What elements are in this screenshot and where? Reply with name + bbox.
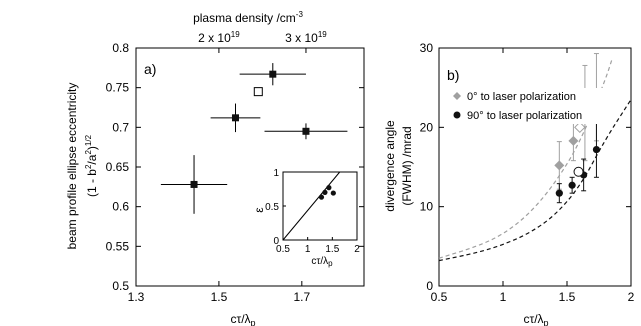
inset-frame [282,171,358,241]
inset-y-tick-label: 0 [273,236,279,247]
panel-a-y-label-2: (1 - b2/a2)1/2 [84,134,99,197]
panel-a-x-label-text: cτ/λ [230,312,250,326]
data-point-open-square [253,87,263,97]
inset: 0.5 1 1.5 200.51 cτ/λp ε [252,168,360,268]
x-tick-label: 1 [500,290,507,304]
panel-a: a) 1.3 1.5 1.7 0.5 0.55 0.6 0.65 0.7 0.75 0.8 2 … [65,10,365,326]
panel-b-points [554,53,602,204]
legend: 0° to laser polarization 90° to laser po… [450,88,614,124]
panel-b-y-label-line2: (FWHM) /mrad [400,126,414,205]
legend-diamond-marker [453,92,461,100]
y-tick-label: 0.7 [112,120,129,134]
y-tick-label: 20 [420,120,434,134]
inset-data-point [322,189,328,195]
panel-a-top-label-sup: -3 [296,10,304,19]
panel-b-frame [438,47,632,287]
data-point-circle [568,181,576,189]
fit-curve-series-1 [438,99,632,262]
panel-b-y-label-2: (FWHM) /mrad [400,126,414,205]
inset-points [282,171,341,241]
inset-x-tick-label: 1 [305,244,311,255]
y-tick-label: 0.5 [112,279,129,293]
legend-circle-marker [453,111,461,119]
panel-a-top-ticks: 2 x 1019 3 x 1019 [198,30,327,53]
panel-b-y-label-line1: divergence angle [383,120,397,212]
panel-b: b) 0.5 1 1.5 2 0 10 20 30 0° to laser polariza… [383,41,635,326]
y-tick-label: 0 [426,279,433,293]
panel-a-x-label: cτ/λp [230,312,255,326]
y-tick-label: 30 [420,41,434,55]
x-tick-label: 1.5 [211,290,228,304]
panel-a-y-label-line2: (1 - b2/a2)1/2 [84,134,99,197]
y-tick-label: 0.8 [112,41,129,55]
legend-box [450,88,614,124]
panel-a-x-ticks: 1.3 1.5 1.7 [128,281,310,304]
panel-a-top-axis-label: plasma density /cm-3 [193,10,303,25]
inset-fit-line [282,171,341,241]
y-tick-label: 0.65 [106,160,130,174]
data-point-square [269,70,277,78]
top-tick-label: 3 x 1019 [285,30,327,45]
x-tick-label: 1.3 [128,290,145,304]
panel-b-y-ticks: 0 10 20 30 [420,41,631,293]
panel-b-fit-curves [438,59,632,262]
top-tick-label: 2 x 1019 [198,30,240,45]
inset-ticks: 0.5 1 1.5 200.51 [265,168,360,255]
data-point-diamond [554,160,565,171]
panel-b-y-label: divergence angle [383,120,397,212]
data-point-open-circle [573,166,584,177]
data-point-square [190,180,198,188]
inset-x-label: cτ/λp [311,256,333,268]
y-tick-label: 0.75 [106,81,130,95]
panel-a-points [160,63,348,214]
legend-series-1: 90° to laser polarization [467,110,582,122]
panel-a-y-ticks: 0.5 0.55 0.6 0.65 0.7 0.75 0.8 [106,41,364,293]
x-tick-label: 1.7 [293,290,310,304]
y-tick-label: 0.55 [106,239,130,253]
panel-b-x-ticks: 0.5 1 1.5 2 [431,48,635,304]
data-point-circle [555,189,563,197]
inset-data-point [326,185,332,191]
y-tick-label: 10 [420,200,434,214]
data-point-square [231,114,239,122]
y-tick-label: 0.6 [112,200,129,214]
inset-data-point [318,194,325,200]
panel-a-top-label-text: plasma density /cm [193,11,296,25]
panel-b-x-label: cτ/λp [523,312,548,326]
inset-x-tick-label: 2 [354,244,360,255]
panel-a-y-label: beam profile ellipse eccentricity [65,83,79,250]
inset-y-tick-label: 1 [273,168,279,179]
panel-a-x-label-sub: p [251,318,256,326]
data-point-diamond [568,135,579,146]
legend-series-0: 0° to laser polarization [467,91,576,103]
x-tick-label: 0.5 [431,290,448,304]
x-tick-label: 2 [628,290,635,304]
inset-x-tick-label: 0.5 [276,244,290,255]
data-point-square [302,127,310,135]
panel-a-label: a) [144,61,156,77]
inset-y-label: ε [252,207,266,213]
inset-data-point [330,190,336,196]
panel-a-y-label-line1: beam profile ellipse eccentricity [65,83,79,250]
data-point-open-diamond [574,121,586,134]
fit-curve-series-0 [438,59,613,259]
inset-x-tick-label: 1.5 [325,244,339,255]
data-point-circle [592,145,601,154]
panel-b-label: b) [447,67,459,83]
inset-y-tick-label: 0.5 [265,202,279,213]
x-tick-label: 1.5 [559,290,576,304]
